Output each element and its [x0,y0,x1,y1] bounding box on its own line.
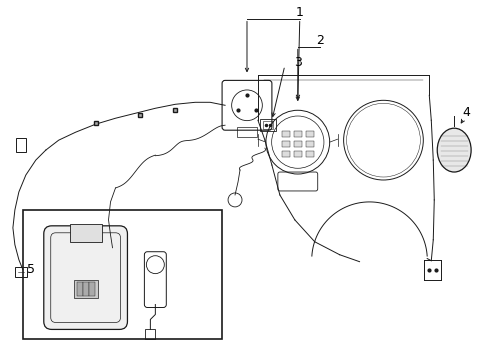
Bar [237,127,256,137]
Text: 1: 1 [295,6,303,19]
Bar [281,131,289,137]
Bar [103,246,117,256]
Bar [145,329,155,339]
Bar [293,141,301,147]
Text: 2: 2 [315,34,323,47]
Bar [305,141,313,147]
Bar [293,131,301,137]
Bar [69,224,102,242]
Bar [305,151,313,157]
Bar [293,151,301,157]
Bar [263,121,272,129]
Bar [88,282,94,296]
Bar [281,151,289,157]
Text: 4: 4 [461,106,469,119]
Bar [74,280,98,298]
Bar [260,119,275,131]
Bar [103,256,117,266]
Bar [82,282,88,296]
Bar [15,267,27,276]
Bar [23,210,222,339]
Bar [77,282,82,296]
Bar [305,131,313,137]
Text: 3: 3 [293,56,301,69]
Ellipse shape [436,128,470,172]
Text: 5: 5 [27,263,35,276]
Bar [281,141,289,147]
Bar [16,138,26,152]
FancyBboxPatch shape [44,226,127,329]
